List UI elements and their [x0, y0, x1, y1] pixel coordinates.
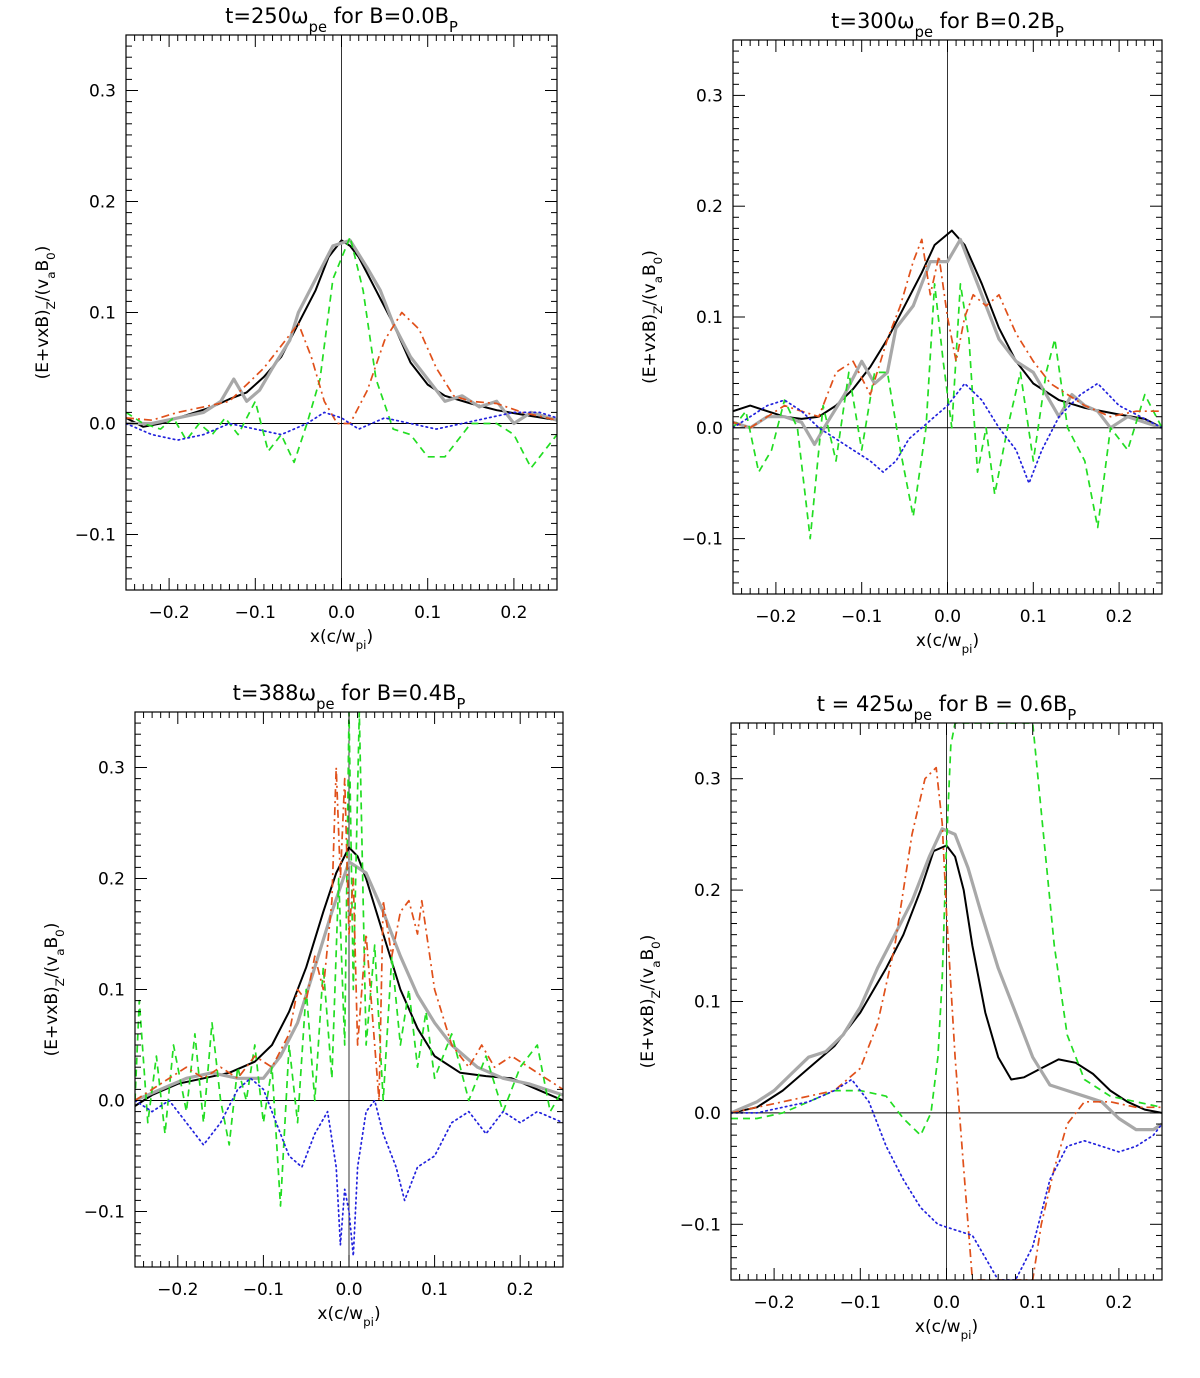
- x-tick-label: −0.1: [841, 607, 882, 627]
- series-line-dotted-5: [135, 1077, 563, 1257]
- y-tick-label: 0.2: [694, 881, 721, 901]
- series-line-dashdot-4: [731, 766, 1162, 1280]
- x-tick-label: 0.2: [1106, 607, 1133, 627]
- y-tick-label: 0.3: [98, 759, 125, 779]
- x-axis-label: x(c/wpi): [916, 631, 979, 656]
- series-line-dotted-5: [126, 411, 557, 441]
- y-tick-label: 0.3: [696, 86, 723, 106]
- series-line-dashed-3: [126, 236, 557, 469]
- series-line-dashdot-4: [135, 766, 563, 1102]
- x-tick-label: 0.0: [933, 1293, 960, 1313]
- x-axis-label: x(c/wpi): [310, 627, 373, 652]
- x-tick-label: 0.2: [500, 603, 527, 623]
- y-tick-label: 0.0: [89, 415, 116, 435]
- y-tick-label: 0.1: [98, 981, 125, 1001]
- series-line-solid-2: [135, 860, 563, 1102]
- y-tick-label: 0.1: [89, 304, 116, 324]
- x-tick-label: 0.1: [1020, 607, 1047, 627]
- x-tick-label: 0.1: [1019, 1293, 1046, 1313]
- y-axis-label: (E+vxB)Z/(vaB0): [42, 923, 67, 1057]
- series-line-dashdot-4: [733, 238, 1162, 429]
- y-tick-label: 0.2: [89, 193, 116, 213]
- chart-title: t=250ωpe for B=0.0BP: [225, 4, 458, 36]
- y-tick-label: 0.1: [694, 993, 721, 1013]
- x-tick-label: −0.1: [243, 1280, 284, 1300]
- y-tick-label: 0.3: [694, 770, 721, 790]
- series-line-dashed-3: [135, 712, 563, 1207]
- chart-panel-3: −0.2 −0.1 0.0 0.1 0.2 −0.1 0.0 0.1 0.2 0.3 t=388ωp…: [42, 681, 564, 1329]
- y-tick-label: 0.2: [696, 197, 723, 217]
- x-tick-label: −0.2: [148, 603, 189, 623]
- x-tick-label: 0.2: [1105, 1293, 1132, 1313]
- x-tick-label: −0.1: [235, 603, 276, 623]
- chart-title: t=388ωpe for B=0.4BP: [233, 681, 466, 713]
- y-tick-label: 0.1: [696, 308, 723, 328]
- series-line-dashed-3: [731, 723, 1162, 1137]
- x-tick-label: −0.2: [755, 607, 796, 627]
- y-tick-label: −0.1: [680, 1215, 721, 1235]
- x-tick-label: −0.2: [157, 1280, 198, 1300]
- y-tick-label: −0.1: [682, 530, 723, 550]
- x-tick-label: 0.0: [934, 607, 961, 627]
- y-axis-label: (E+vxB)Z/(vaB0): [638, 935, 663, 1069]
- chart-panel-1: −0.2 −0.1 0.0 0.1 0.2 −0.1 0.0 0.1 0.2 0.3 t=250ωp…: [33, 4, 558, 652]
- y-tick-label: 0.3: [89, 82, 116, 102]
- y-axis-label: (E+vxB)Z/(vaB0): [640, 250, 665, 384]
- y-tick-label: 0.0: [696, 419, 723, 439]
- x-tick-label: 0.0: [328, 603, 355, 623]
- series-line-dotted-5: [733, 382, 1162, 485]
- series-line-dashdot-4: [126, 311, 557, 425]
- y-tick-label: −0.1: [84, 1203, 125, 1223]
- series-line-dotted-5: [731, 1078, 1162, 1280]
- y-tick-label: −0.1: [75, 526, 116, 546]
- x-tick-label: −0.2: [753, 1293, 794, 1313]
- series-line-solid-2: [126, 238, 557, 426]
- y-tick-label: 0.0: [694, 1104, 721, 1124]
- series-line-solid-2: [731, 827, 1162, 1132]
- x-axis-label: x(c/wpi): [317, 1304, 380, 1329]
- x-tick-label: 0.2: [507, 1280, 534, 1300]
- y-axis-label: (E+vxB)Z/(vaB0): [33, 246, 58, 380]
- y-tick-label: 0.0: [98, 1092, 125, 1112]
- x-tick-label: 0.1: [421, 1280, 448, 1300]
- x-tick-label: 0.1: [414, 603, 441, 623]
- chart-title: t = 425ωpe for B = 0.6BP: [817, 692, 1077, 724]
- chart-panel-4: −0.2 −0.1 0.0 0.1 0.2 −0.1 0.0 0.1 0.2 0.3 t = 425…: [638, 692, 1163, 1342]
- x-axis-label: x(c/wpi): [915, 1317, 978, 1342]
- chart-panel-2: −0.2 −0.1 0.0 0.1 0.2 −0.1 0.0 0.1 0.2 0.3 t=300ωp…: [640, 9, 1163, 656]
- chart-title: t=300ωpe for B=0.2BP: [831, 9, 1064, 41]
- y-tick-label: 0.2: [98, 870, 125, 890]
- x-tick-label: −0.1: [840, 1293, 881, 1313]
- x-tick-label: 0.0: [335, 1280, 362, 1300]
